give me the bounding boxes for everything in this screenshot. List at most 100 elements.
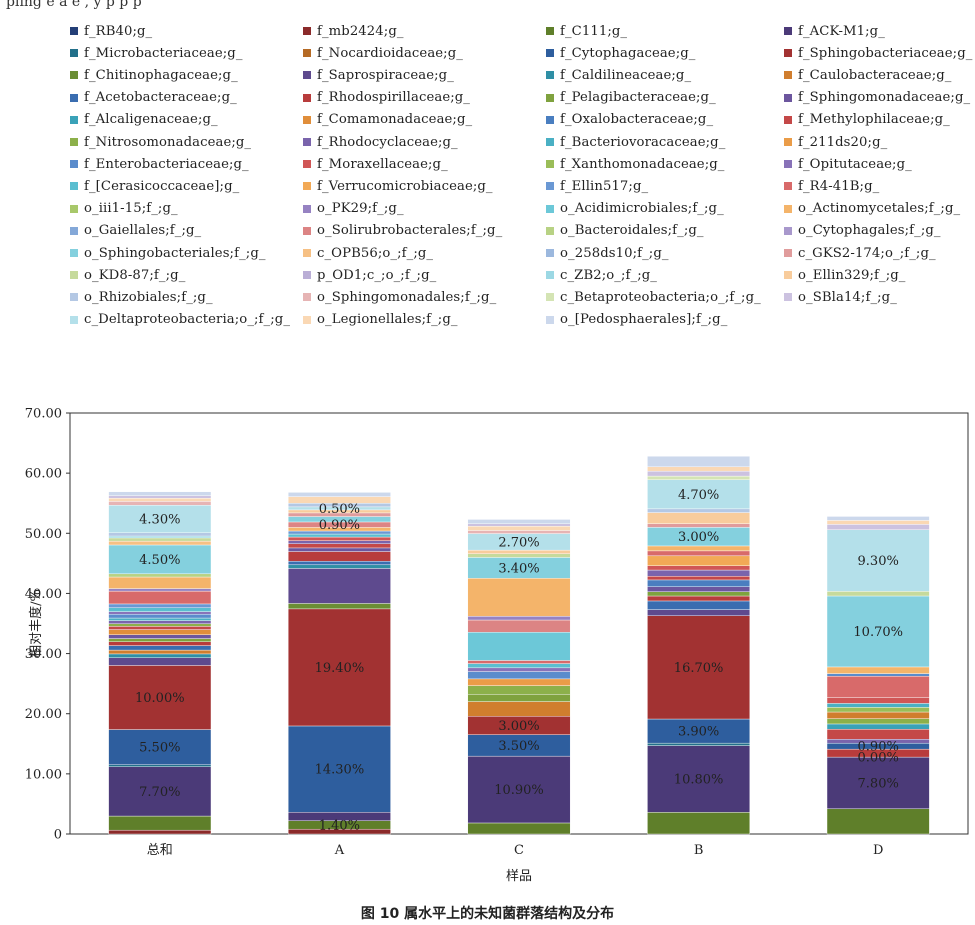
legend-item: o_Legionellales;f_;g_	[303, 309, 458, 331]
bar-segment	[108, 576, 212, 589]
bar-segment	[108, 505, 212, 534]
legend-item: c_OPB56;o_;f_;g_	[303, 242, 433, 264]
legend-label: o_Sphingobacteriales;f_;g_	[84, 245, 266, 261]
bar-segment	[826, 666, 930, 674]
legend-swatch	[70, 293, 78, 302]
legend-label: f_Verrucomicrobiaceae;g_	[317, 178, 493, 194]
legend-swatch	[784, 27, 792, 35]
legend-label: f_Enterobacteriaceae;g_	[84, 156, 249, 172]
bar-segment	[826, 697, 930, 704]
bar-segment	[647, 576, 750, 581]
data-label: 9.30%	[858, 554, 899, 569]
bar-segment	[647, 745, 750, 813]
legend-swatch	[303, 249, 311, 257]
legend-label: o_258ds10;f_;g_	[560, 245, 669, 261]
legend-label: f_Methylophilaceae;g_	[798, 112, 950, 128]
legend-item: f_Cytophagaceae;g_	[546, 42, 696, 64]
legend-item: o_Sphingomonadales;f_;g_	[303, 286, 496, 308]
bar-segment	[288, 540, 391, 544]
legend-label: f_Rhodocyclaceae;g_	[317, 134, 458, 150]
bar-segment	[826, 756, 930, 810]
bar-segment	[108, 657, 212, 666]
legend-swatch	[70, 271, 78, 280]
legend-swatch	[546, 115, 554, 124]
data-label: 10.70%	[853, 625, 903, 640]
legend-item: f_R4-41B;g_	[784, 175, 879, 197]
bar-segment	[108, 665, 212, 730]
legend-label: f_mb2424;g_	[317, 23, 404, 39]
legend-swatch	[784, 226, 792, 235]
legend-label: f_Rhodospirillaceae;g_	[317, 90, 470, 106]
legend-swatch	[70, 49, 78, 58]
y-tick-label: 20.00	[25, 707, 62, 722]
bar-segment	[108, 501, 212, 506]
legend-label: p_OD1;c_;o_;f_;g_	[317, 267, 437, 283]
legend-swatch	[784, 115, 792, 124]
bar-segment	[288, 533, 391, 538]
legend-swatch	[546, 293, 554, 302]
data-label: 5.50%	[139, 741, 180, 756]
bar-segment	[647, 479, 750, 510]
legend-label: f_RB40;g_	[84, 23, 153, 39]
bar-segment	[467, 578, 571, 617]
legend-item: f_C111;g_	[546, 20, 627, 42]
bar-segment	[108, 766, 212, 817]
legend-label: f_Opitutaceae;g_	[798, 156, 912, 172]
legend-swatch	[784, 293, 792, 302]
bar-segment	[288, 603, 391, 610]
bar-segment	[467, 525, 571, 531]
bar-segment	[647, 569, 750, 577]
legend-swatch	[784, 93, 792, 102]
legend-label: c_OPB56;o_;f_;g_	[317, 245, 434, 261]
legend-swatch	[546, 138, 554, 146]
legend-swatch	[70, 315, 78, 324]
legend-item: f_Comamonadaceae;g_	[303, 109, 472, 131]
bar-segment	[467, 619, 571, 633]
legend-label: o_Bacteroidales;f_;g_	[560, 223, 704, 239]
bar-segment	[288, 492, 391, 497]
legend-item: o_SBla14;f_;g_	[784, 286, 897, 308]
data-label: 0.00%	[858, 751, 899, 766]
bar-segment	[108, 573, 212, 578]
legend-swatch	[303, 27, 311, 35]
legend-item: f_Saprospiraceae;g_	[303, 64, 454, 86]
data-label: 10.90%	[494, 783, 544, 798]
bar-segment	[108, 623, 212, 627]
legend-label: f_Saprospiraceae;g_	[317, 67, 454, 83]
y-tick-label: 40.00	[25, 587, 62, 602]
legend-swatch	[70, 249, 78, 257]
bar-segment	[826, 520, 930, 525]
legend-item: f_RB40;g_	[70, 20, 152, 42]
legend-item: f_Rhodospirillaceae;g_	[303, 87, 470, 109]
legend-item: c_GKS2-174;o_;f_;g_	[784, 242, 936, 264]
bar-segment	[647, 523, 750, 528]
bar-segment	[467, 694, 571, 702]
bar-segment	[467, 671, 571, 680]
legend-label: o_[Pedosphaerales];f_;g_	[560, 312, 728, 328]
legend-label: c_GKS2-174;o_;f_;g_	[798, 245, 936, 261]
legend-item: o_Acidimicrobiales;f_;g_	[546, 198, 724, 220]
bar-segment	[467, 553, 571, 558]
data-label: 19.40%	[315, 661, 365, 676]
legend-label: f_Sphingobacteriaceae;g_	[798, 45, 973, 61]
bar-segment	[826, 808, 930, 835]
legend-swatch	[303, 93, 311, 102]
legend-swatch	[546, 49, 554, 58]
legend-label: f_C111;g_	[560, 23, 628, 39]
bar-segment	[467, 616, 571, 621]
header-fragment-text: pling e a e , y p p p	[6, 0, 142, 10]
legend-item: f_Moraxellaceae;g_	[303, 153, 448, 175]
legend-item: f_Microbacteriaceae;g_	[70, 42, 243, 64]
data-label: 3.00%	[678, 530, 719, 545]
bar-segment	[108, 645, 212, 651]
bar-segment	[108, 617, 212, 621]
x-tick-label: B	[694, 843, 704, 858]
legend-swatch	[303, 49, 311, 58]
legend-swatch	[70, 160, 78, 169]
legend-item: f_Sphingobacteriaceae;g_	[784, 42, 972, 64]
bar-segment	[467, 701, 571, 717]
legend-swatch	[546, 160, 554, 169]
legend-label: c_Deltaproteobacteria;o_;f_;g_	[84, 312, 291, 328]
bar-segment	[826, 591, 930, 597]
bar-segment	[647, 508, 750, 513]
